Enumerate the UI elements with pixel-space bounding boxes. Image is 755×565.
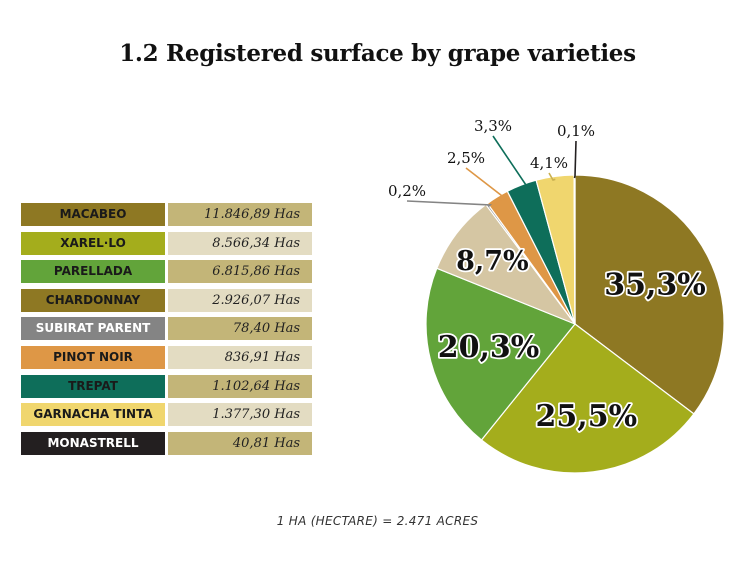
table-row: CHARDONNAY 2.926,07 Has <box>21 288 312 312</box>
variety-name: XAREL·LO <box>21 231 165 255</box>
table-row: MONASTRELL 40,81 Has <box>21 431 312 455</box>
pie-slice <box>436 203 577 326</box>
variety-surface: 6.815,86 Has <box>168 260 312 284</box>
table-row: PINOT NOIR 836,91 Has <box>21 346 312 369</box>
pie-slices <box>425 174 725 474</box>
pie-slice-label: 0,1% <box>557 122 595 140</box>
footnote: 1 HA (HECTARE) = 2.471 ACRES <box>276 514 479 528</box>
pie-slice <box>425 267 576 441</box>
pie-slice-label: 35,3% <box>604 268 706 303</box>
pie-leader-line <box>406 200 493 208</box>
variety-surface: 836,91 Has <box>168 346 312 369</box>
variety-name: CHARDONNAY <box>21 288 165 312</box>
variety-name: SUBIRAT PARENT <box>21 317 165 341</box>
page-title: 1.2 Registered surface by grape varietie… <box>119 40 636 67</box>
pie-slice-label: 25,5% <box>536 399 638 434</box>
table-row: SUBIRAT PARENT 78,40 Has <box>21 317 312 341</box>
pie-labels: 35,3% 25,5% 20,3% 8,7% 0,2% 2,5% 3,3% 4,1% 0,1% <box>388 117 708 436</box>
variety-surface: 1.377,30 Has <box>168 403 312 427</box>
variety-name: TREPAT <box>21 374 165 398</box>
pie-slice-label: 2,5% <box>447 149 485 167</box>
table-row: XAREL·LO 8.566,34 Has <box>21 231 312 255</box>
pie-leader-line <box>492 135 530 189</box>
variety-name: MONASTRELL <box>21 431 165 455</box>
variety-surface: 78,40 Has <box>168 317 312 341</box>
variety-name: PARELLADA <box>21 260 165 284</box>
pie-slice-label: 20,3% <box>438 330 540 365</box>
variety-name: PINOT NOIR <box>21 346 165 369</box>
pie-leader-lines <box>406 135 577 208</box>
table-row: PARELLADA 6.815,86 Has <box>21 260 312 284</box>
pie-leader-line <box>548 172 556 181</box>
pie-slice-label: 0,2% <box>388 182 426 200</box>
table-row: MACABEO 11.846,89 Has <box>21 203 312 226</box>
pie-slice <box>480 323 695 474</box>
pie-slice-label: 4,1% <box>530 154 568 172</box>
variety-surface: 2.926,07 Has <box>168 288 312 312</box>
variety-name: GARNACHA TINTA <box>21 403 165 427</box>
pie-leader-line <box>573 140 577 179</box>
table-row: GARNACHA TINTA 1.377,30 Has <box>21 403 312 427</box>
variety-surface: 11.846,89 Has <box>168 203 312 226</box>
table-row: TREPAT 1.102,64 Has <box>21 374 312 398</box>
variety-surface: 40,81 Has <box>168 431 312 455</box>
pie-slice-label: 3,3% <box>474 117 512 135</box>
pie-slice-label: 8,7% <box>456 246 529 277</box>
variety-surface: 1.102,64 Has <box>168 374 312 398</box>
pie-slice <box>574 174 725 415</box>
pie-leader-line <box>465 167 509 201</box>
variety-name: MACABEO <box>21 203 165 226</box>
variety-surface: 8.566,34 Has <box>168 231 312 255</box>
